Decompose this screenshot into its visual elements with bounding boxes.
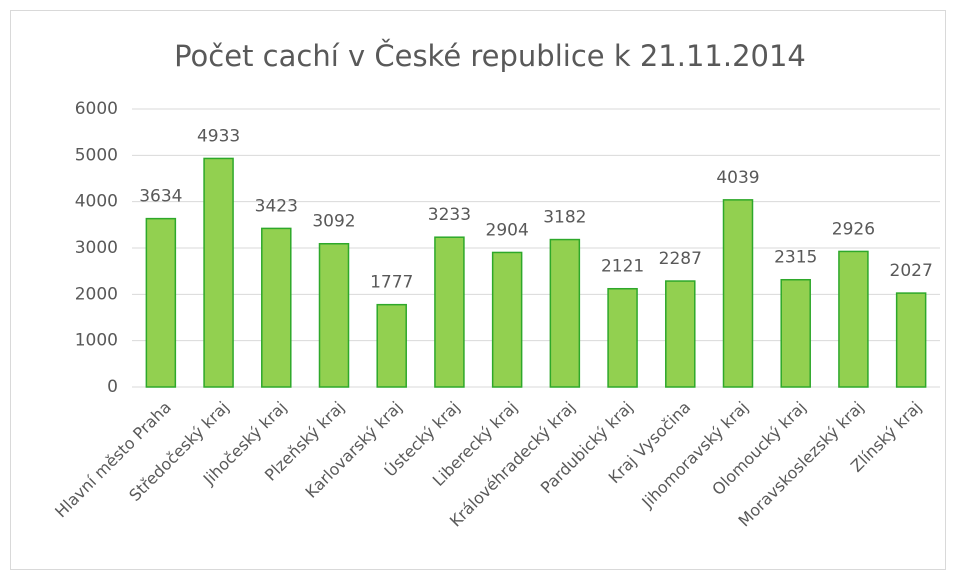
data-label: 3423 bbox=[255, 196, 298, 216]
bar bbox=[203, 157, 234, 388]
data-label: 2904 bbox=[486, 220, 529, 240]
y-tick-label: 6000 bbox=[75, 99, 118, 119]
y-tick-label: 0 bbox=[107, 377, 118, 397]
bar bbox=[780, 278, 811, 388]
bar bbox=[145, 217, 177, 388]
bar bbox=[895, 292, 927, 388]
data-label: 4039 bbox=[716, 168, 759, 188]
bar bbox=[491, 251, 523, 388]
bar bbox=[607, 287, 638, 388]
data-label: 2315 bbox=[774, 248, 817, 268]
bar bbox=[549, 238, 581, 388]
bar bbox=[722, 199, 754, 388]
data-label: 2287 bbox=[659, 249, 702, 269]
y-tick-label: 3000 bbox=[75, 238, 118, 258]
chart-title: Počet cachí v České republice k 21.11.20… bbox=[174, 39, 806, 73]
y-tick-label: 1000 bbox=[75, 331, 118, 351]
y-tick-label: 4000 bbox=[75, 192, 118, 212]
data-label: 2121 bbox=[601, 257, 644, 277]
bar bbox=[318, 242, 350, 388]
data-label: 3634 bbox=[139, 187, 182, 207]
bar bbox=[434, 236, 465, 388]
data-label: 1777 bbox=[370, 273, 413, 293]
data-label: 3182 bbox=[543, 208, 586, 228]
data-label: 3092 bbox=[312, 212, 355, 232]
y-tick-label: 2000 bbox=[75, 284, 118, 304]
data-label: 2027 bbox=[890, 261, 933, 281]
y-tick-label: 5000 bbox=[75, 145, 118, 165]
data-label: 2926 bbox=[832, 219, 875, 239]
bar bbox=[838, 250, 869, 388]
data-label: 4933 bbox=[197, 126, 240, 146]
bar bbox=[376, 303, 407, 388]
bar bbox=[261, 227, 292, 388]
bar bbox=[665, 280, 696, 388]
data-label: 3233 bbox=[428, 205, 471, 225]
